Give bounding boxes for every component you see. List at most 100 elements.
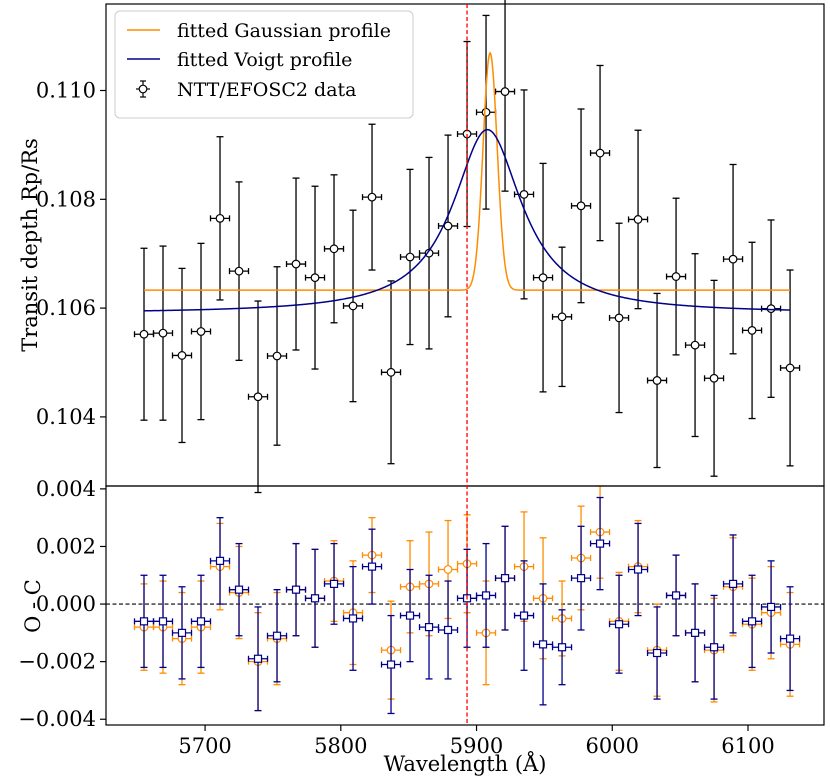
voigt-residual-point: [494, 525, 516, 631]
residual-square-marker: [291, 585, 301, 594]
voigt-residual-point: [665, 554, 687, 637]
data-marker: [177, 351, 187, 360]
voigt-residual-point: [589, 496, 611, 591]
residual-square-marker: [614, 620, 624, 629]
voigt-residual-point: [722, 534, 744, 634]
legend: fitted Gaussian profile fitted Voigt pro…: [114, 10, 414, 119]
residual-square-marker: [386, 660, 396, 669]
data-point: [304, 185, 326, 370]
voigt-residual-point: [209, 517, 231, 605]
residual-square-marker: [253, 654, 263, 663]
x-tick-label: 5900: [450, 734, 503, 758]
legend-data-label: NTT/EFOSC2 data: [177, 79, 357, 101]
voigt-residual-point: [152, 574, 174, 669]
bottom-y-ticks: −0.004 −0.002 0.000 0.002 0.004: [18, 477, 106, 731]
data-point: [741, 241, 763, 420]
top-y-ticks: 0.104 0.106 0.108 0.110: [36, 78, 106, 429]
data-point: [760, 219, 782, 398]
voigt-residual-point: [551, 609, 573, 686]
data-marker: [348, 301, 358, 311]
residual-square-marker: [519, 611, 529, 620]
residual-square-marker: [671, 591, 681, 600]
residual-square-marker: [576, 574, 586, 583]
legend-box: [114, 10, 414, 119]
data-point: [646, 292, 668, 469]
data-point: [247, 300, 269, 494]
bottom-content: [106, 485, 824, 715]
data-point: [228, 181, 250, 361]
legend-data-swatch: [136, 80, 150, 98]
bottom-x-ticks: 5700 5800 5900 6000 6100: [178, 725, 775, 758]
bottom-y-axis-title: O - C: [21, 579, 45, 633]
voigt-residual-point: [190, 574, 212, 669]
residual-square-marker: [728, 579, 738, 589]
data-point: [152, 245, 174, 421]
data-point: [342, 209, 364, 403]
voigt-residual-point: [513, 560, 535, 671]
y-tick-label: −0.004: [18, 707, 96, 731]
bottom-frame: [105, 485, 825, 726]
residual-square-marker: [177, 628, 187, 637]
voigt-residual-point: [779, 586, 801, 692]
residual-square-marker: [158, 617, 168, 626]
data-marker: [519, 190, 529, 199]
residual-square-marker: [234, 585, 244, 594]
y-tick-label: 0.104: [36, 405, 96, 429]
data-marker: [747, 326, 757, 335]
top-y-axis-title: Transit depth Rp/Rs: [18, 138, 42, 352]
voigt-residual-point: [475, 542, 497, 648]
residual-square-marker: [557, 643, 567, 652]
bottom-panel: −0.004 −0.002 0.000 0.002 0.004 5700 5800 5900…: [18, 477, 825, 776]
data-point: [513, 89, 535, 300]
voigt-residual-point: [627, 522, 649, 617]
top-content: [133, 0, 801, 494]
voigt-residual-point: [608, 574, 630, 674]
data-point: [703, 279, 725, 477]
data-marker: [367, 192, 377, 202]
data-point: [209, 136, 231, 301]
voigt-residual-point: [285, 542, 307, 637]
residual-square-marker: [709, 643, 719, 652]
residual-square-marker: [595, 539, 605, 548]
data-marker: [234, 266, 244, 276]
data-marker: [690, 340, 700, 350]
y-tick-label: 0.004: [36, 477, 96, 501]
residual-square-marker: [215, 556, 225, 565]
x-tick-label: 6100: [721, 734, 774, 758]
data-point: [361, 123, 383, 271]
data-point: [266, 266, 288, 446]
voigt-residual-point: [323, 542, 345, 625]
data-point: [684, 253, 706, 438]
data-marker: [614, 313, 624, 323]
residual-square-marker: [329, 579, 339, 589]
data-marker: [253, 392, 263, 402]
data-marker: [405, 252, 415, 262]
data-point: [532, 162, 554, 393]
voigt-residual-point: [361, 528, 383, 605]
residual-square-marker: [766, 602, 776, 612]
residual-square-marker: [633, 565, 643, 574]
data-point: [323, 174, 345, 324]
residual-square-marker: [785, 634, 795, 643]
y-tick-label: 0.000: [36, 592, 96, 616]
data-marker: [215, 213, 225, 223]
data-marker: [139, 329, 149, 339]
x-tick-label: 5700: [178, 734, 231, 758]
residual-square-marker: [348, 614, 358, 623]
voigt-residual-point: [342, 565, 364, 671]
residual-square-marker: [310, 594, 320, 603]
voigt-residual-point: [304, 548, 326, 648]
voigt-residual-point: [437, 580, 459, 680]
data-marker: [709, 373, 719, 383]
residual-square-marker: [196, 617, 206, 626]
residual-square-marker: [405, 611, 415, 620]
y-tick-label: 0.108: [36, 187, 96, 211]
residual-square-marker: [443, 625, 453, 635]
x-tick-label: 6000: [586, 734, 639, 758]
voigt-residual-point: [703, 594, 725, 700]
data-marker: [272, 351, 282, 361]
voigt-residual-point: [247, 606, 269, 712]
residual-square-marker: [481, 591, 491, 600]
y-tick-label: 0.002: [36, 534, 96, 558]
data-marker: [310, 273, 320, 283]
